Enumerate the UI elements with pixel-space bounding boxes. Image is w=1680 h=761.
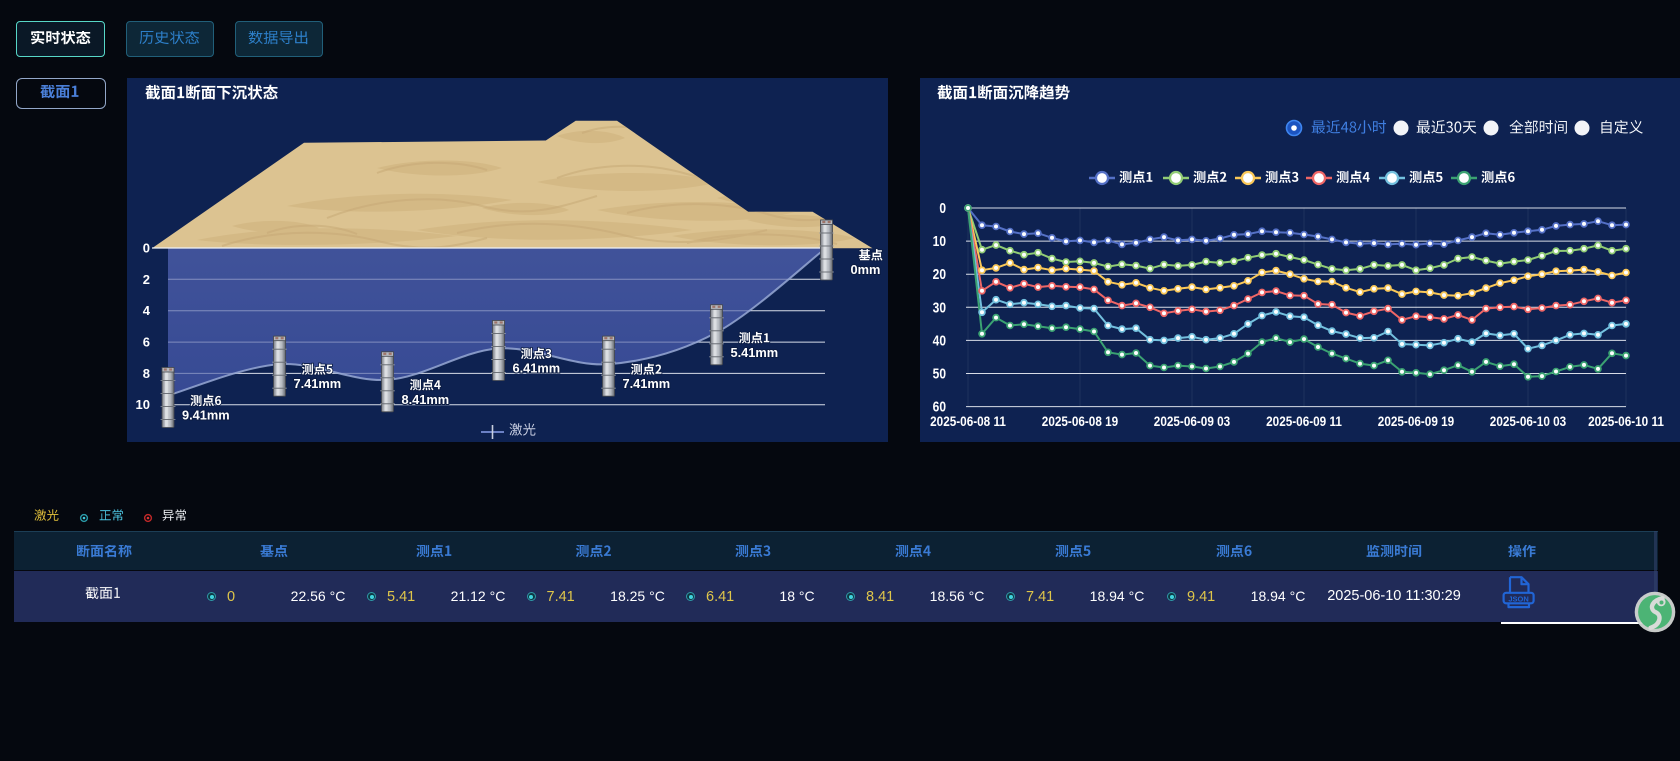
svg-text:0: 0 bbox=[143, 241, 150, 256]
svg-text:JSON: JSON bbox=[1508, 594, 1528, 603]
svg-text:2025-06-10 03: 2025-06-10 03 bbox=[1490, 413, 1566, 429]
svg-text:9.41mm: 9.41mm bbox=[182, 408, 230, 423]
svg-text:5.41mm: 5.41mm bbox=[731, 345, 779, 360]
svg-text:8.41mm: 8.41mm bbox=[402, 392, 450, 407]
svg-text:4: 4 bbox=[143, 303, 151, 318]
svg-text:10: 10 bbox=[933, 233, 946, 250]
svg-text:0: 0 bbox=[939, 200, 946, 217]
svg-text:2025-06-09 19: 2025-06-09 19 bbox=[1378, 413, 1454, 429]
svg-text:40: 40 bbox=[933, 332, 946, 349]
svg-text:2025-06-09 03: 2025-06-09 03 bbox=[1154, 413, 1230, 429]
svg-text:20: 20 bbox=[933, 266, 946, 283]
svg-text:7.41mm: 7.41mm bbox=[294, 376, 342, 391]
svg-text:0mm: 0mm bbox=[851, 262, 881, 277]
svg-text:2025-06-10 11: 2025-06-10 11 bbox=[1588, 413, 1664, 429]
svg-text:2025-06-09 11: 2025-06-09 11 bbox=[1266, 413, 1342, 429]
svg-text:10: 10 bbox=[136, 397, 150, 412]
svg-text:2025-06-08 11: 2025-06-08 11 bbox=[930, 413, 1006, 429]
svg-text:30: 30 bbox=[933, 299, 946, 316]
svg-text:8: 8 bbox=[143, 366, 150, 381]
svg-text:6: 6 bbox=[143, 335, 150, 350]
svg-text:50: 50 bbox=[933, 365, 946, 382]
svg-text:2025-06-08 19: 2025-06-08 19 bbox=[1042, 413, 1118, 429]
svg-text:60: 60 bbox=[933, 398, 946, 415]
svg-text:6.41mm: 6.41mm bbox=[513, 361, 561, 376]
svg-text:2: 2 bbox=[143, 272, 150, 287]
svg-text:7.41mm: 7.41mm bbox=[623, 376, 671, 391]
